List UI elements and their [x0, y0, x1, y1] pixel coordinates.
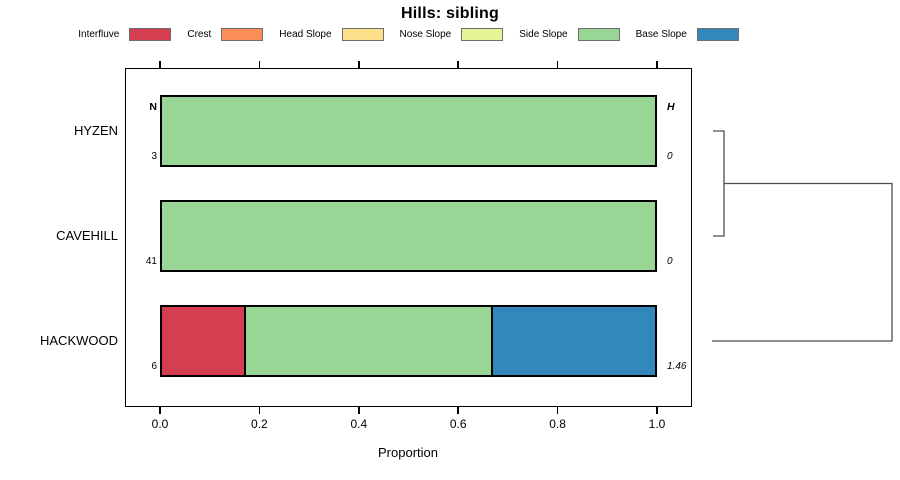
legend-swatch	[696, 27, 739, 41]
axis-tick	[556, 61, 559, 68]
axis-tick-label: 0.2	[251, 417, 268, 431]
legend-item: Crest	[187, 27, 264, 41]
bar-row	[160, 305, 657, 377]
axis-tick	[258, 61, 261, 68]
h-column-header: H	[667, 101, 675, 113]
row-label: CAVEHILL	[56, 228, 118, 243]
x-axis-label: Proportion	[378, 445, 438, 460]
legend-item-label: Nose Slope	[399, 28, 452, 40]
legend-swatch	[129, 27, 172, 41]
bar-row	[160, 200, 657, 272]
n-column-header: N	[149, 101, 157, 113]
axis-tick-label: 0.0	[151, 417, 169, 431]
legend-item: Side Slope	[519, 27, 620, 41]
axis-tick	[656, 61, 658, 68]
axis-tick	[159, 61, 161, 68]
legend-item: Base Slope	[635, 27, 739, 41]
dendrogram-merge-1	[713, 130, 725, 237]
dendrogram-merge-2	[712, 182, 893, 342]
legend-swatch	[577, 27, 620, 41]
n-count: 3	[151, 151, 157, 162]
legend-item-label: Base Slope	[635, 28, 687, 40]
axis-tick	[457, 407, 459, 414]
h-value: 1.46	[667, 361, 687, 372]
axis-tick-label: 0.8	[549, 417, 566, 431]
axis-tick	[358, 61, 360, 68]
bar-segment	[244, 307, 491, 375]
axis-tick	[159, 407, 161, 414]
axis-tick-label: 0.6	[449, 417, 467, 431]
legend-item: Nose Slope	[399, 27, 504, 41]
axis-tick	[457, 61, 459, 68]
row-label: HACKWOOD	[40, 333, 118, 348]
legend-swatch	[461, 27, 504, 41]
axis-tick	[358, 407, 360, 414]
n-count: 41	[145, 256, 157, 267]
h-value: 0	[667, 256, 673, 267]
bar-segment	[162, 307, 245, 375]
legend-item-label: Crest	[187, 28, 212, 40]
row-label: HYZEN	[73, 123, 118, 138]
legend-item: Interfluve	[78, 27, 172, 41]
legend-item: Head Slope	[279, 27, 384, 41]
axis-tick	[656, 407, 658, 414]
legend-swatch	[221, 27, 264, 41]
bar-row	[160, 95, 657, 167]
legend-item-label: Side Slope	[519, 28, 568, 40]
legend: Interfluve Crest Head Slope Nose Slope Side …	[78, 25, 739, 43]
legend-swatch	[341, 27, 384, 41]
legend-item-label: Interfluve	[78, 28, 120, 40]
bar-segment	[162, 97, 655, 165]
axis-tick-label: 0.4	[350, 417, 368, 431]
legend-item-label: Head Slope	[279, 28, 332, 40]
h-value: 0	[667, 151, 673, 162]
axis-tick	[556, 407, 559, 414]
bar-segment	[162, 202, 655, 270]
n-count: 6	[151, 361, 157, 372]
chart-title: Hills: sibling	[401, 5, 499, 22]
bar-segment	[490, 307, 655, 375]
axis-tick	[258, 407, 261, 414]
axis-tick-label: 1.0	[648, 417, 666, 431]
